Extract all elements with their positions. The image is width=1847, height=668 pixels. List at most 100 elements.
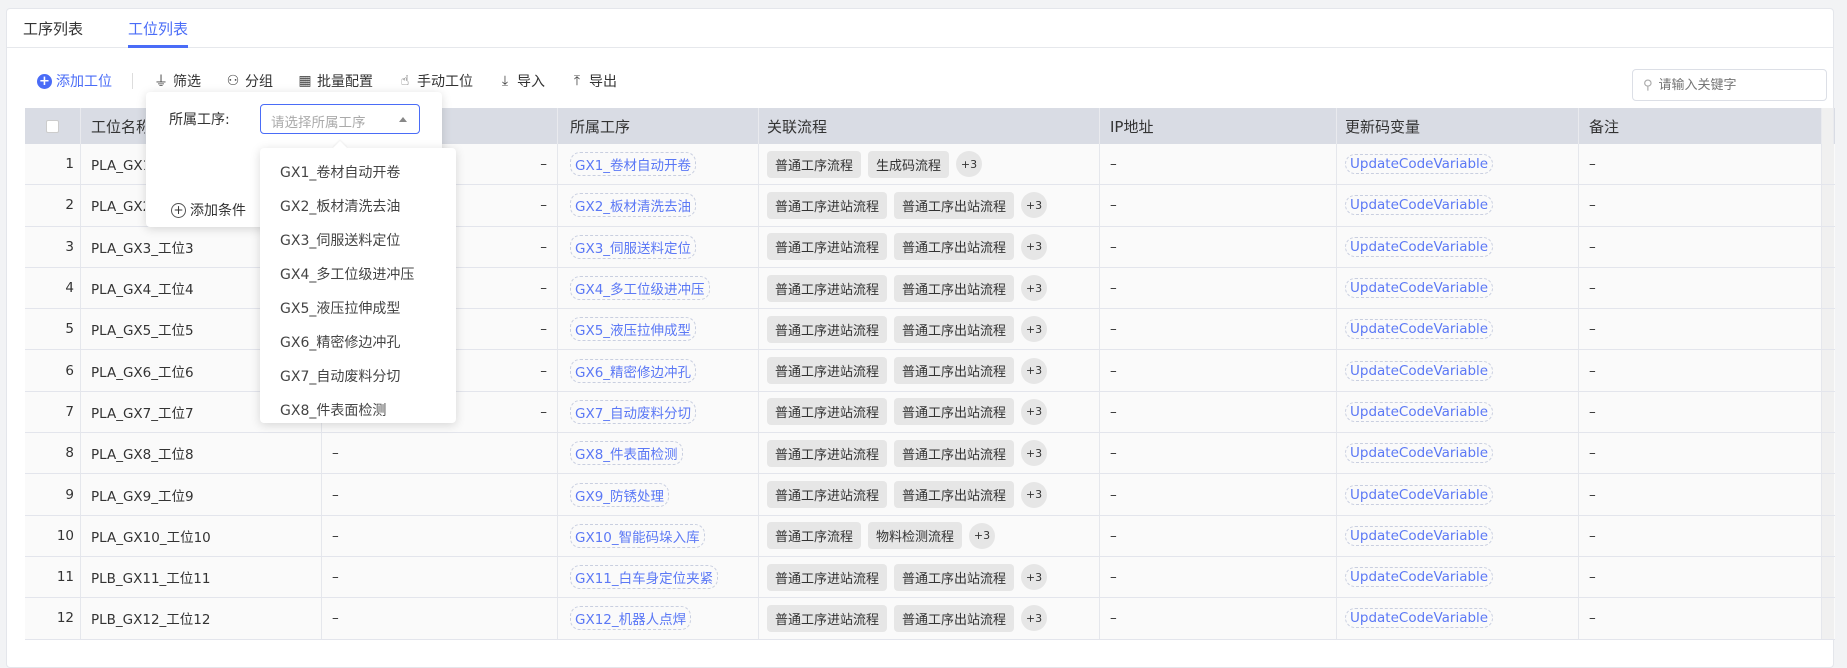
- update-code-variable-link[interactable]: UpdateCodeVariable: [1345, 236, 1494, 257]
- update-code-variable-link[interactable]: UpdateCodeVariable: [1345, 525, 1494, 546]
- batch-config-button[interactable]: ▦ 批量配置: [297, 71, 373, 91]
- col2-value: –: [322, 391, 558, 433]
- process-link[interactable]: GX2_板材清洗去油: [570, 193, 697, 218]
- col-header-name: 工位名称: [91, 117, 145, 136]
- col2-value: –: [322, 598, 558, 639]
- note: –: [1579, 350, 1822, 391]
- update-code-variable-link[interactable]: UpdateCodeVariable: [1345, 154, 1494, 175]
- process-option[interactable]: GX5_液压拉伸成型: [280, 301, 401, 317]
- select-all-checkbox[interactable]: [46, 119, 59, 133]
- more-flows-badge[interactable]: +3: [1021, 398, 1048, 425]
- col2-value: –: [322, 474, 558, 515]
- table-row[interactable]: 11 PLB_GX11_工位11 – GX11_白车身定位夹紧 普通工序进站流程…: [25, 556, 1835, 599]
- add-station-button[interactable]: + 添加工位: [37, 71, 112, 91]
- flow-tag: 普通工序出站流程: [894, 357, 1015, 385]
- more-flows-badge[interactable]: +3: [1021, 440, 1048, 467]
- process-link[interactable]: GX12_机器人点焊: [570, 606, 692, 631]
- more-flows-badge[interactable]: +3: [1021, 192, 1048, 219]
- row-number: 3: [25, 226, 81, 267]
- process-option[interactable]: GX2_板材清洗去油: [280, 199, 401, 215]
- table-row[interactable]: 12 PLB_GX12_工位12 – GX12_机器人点焊 普通工序进站流程 普通…: [25, 598, 1835, 640]
- tab-process-list[interactable]: 工序列表: [23, 20, 84, 38]
- flows-cell: 普通工序进站流程 普通工序出站流程 +3: [759, 556, 1100, 598]
- update-code-variable-link[interactable]: UpdateCodeVariable: [1345, 443, 1494, 464]
- process-option[interactable]: GX8_件表面检测: [280, 403, 387, 419]
- search-box[interactable]: ⚲: [1632, 69, 1827, 101]
- import-button[interactable]: ⤓ 导入: [497, 71, 545, 91]
- more-flows-badge[interactable]: +3: [1021, 481, 1048, 508]
- more-flows-badge[interactable]: +3: [956, 151, 983, 178]
- note: –: [1579, 474, 1822, 515]
- import-label: 导入: [517, 74, 545, 90]
- export-button[interactable]: ⤒ 导出: [569, 71, 617, 91]
- group-button[interactable]: ⚇ 分组: [225, 71, 273, 91]
- note: –: [1579, 144, 1822, 185]
- flow-tag: 普通工序出站流程: [894, 604, 1015, 632]
- update-code-variable-link[interactable]: UpdateCodeVariable: [1345, 484, 1494, 505]
- more-flows-badge[interactable]: +3: [1021, 605, 1048, 632]
- process-link[interactable]: GX7_自动废料分切: [570, 399, 697, 424]
- col2-value: –: [322, 267, 558, 309]
- process-option[interactable]: GX6_精密修边冲孔: [280, 335, 401, 351]
- flow-tag: 普通工序进站流程: [767, 481, 888, 509]
- station-name: PLA_GX9_工位9: [91, 488, 194, 505]
- table-row[interactable]: 10 PLA_GX10_工位10 – GX10_智能码垛入库 普通工序流程 物料检…: [25, 515, 1835, 557]
- flows-cell: 普通工序进站流程 普通工序出站流程 +3: [759, 226, 1100, 267]
- filter-icon: ⏚: [154, 74, 168, 90]
- ip-address: –: [1100, 267, 1337, 309]
- process-link[interactable]: GX9_防锈处理: [570, 482, 670, 507]
- ip-address: –: [1100, 144, 1337, 185]
- ip-address: –: [1100, 515, 1337, 556]
- tab-station-list[interactable]: 工位列表: [128, 20, 189, 48]
- note: –: [1579, 309, 1822, 350]
- station-name-cell: PLA_GX8_工位8: [81, 433, 322, 474]
- more-flows-badge[interactable]: +3: [1021, 564, 1048, 591]
- note: –: [1579, 267, 1822, 309]
- update-code-variable-link[interactable]: UpdateCodeVariable: [1345, 360, 1494, 381]
- process-link[interactable]: GX10_智能码垛入库: [570, 523, 705, 548]
- update-code-variable-link[interactable]: UpdateCodeVariable: [1345, 319, 1494, 340]
- station-name-cell: PLA_GX9_工位9: [81, 474, 322, 515]
- update-code-variable-link[interactable]: UpdateCodeVariable: [1345, 567, 1494, 588]
- grid-icon: ▦: [298, 73, 312, 89]
- process-link[interactable]: GX3_伺服送料定位: [570, 234, 697, 259]
- process-option[interactable]: GX7_自动废料分切: [280, 369, 401, 385]
- col-header-note: 备注: [1579, 108, 1822, 144]
- search-input[interactable]: [1658, 77, 1809, 93]
- ip-address: –: [1100, 556, 1337, 598]
- manual-station-button[interactable]: ☝ 手动工位: [397, 71, 473, 91]
- process-link[interactable]: GX1_卷材自动开卷: [570, 152, 697, 177]
- flow-tag: 普通工序进站流程: [767, 274, 888, 302]
- more-flows-badge[interactable]: +3: [1021, 233, 1048, 260]
- process-select[interactable]: 请选择所属工序: [260, 104, 420, 134]
- table-row[interactable]: 8 PLA_GX8_工位8 – GX8_件表面检测 普通工序进站流程 普通工序出站…: [25, 433, 1835, 475]
- more-flows-badge[interactable]: +3: [1021, 275, 1048, 302]
- more-flows-badge[interactable]: +3: [1021, 316, 1048, 343]
- process-link[interactable]: GX4_多工位级进冲压: [570, 276, 710, 301]
- col2-value: –: [322, 433, 558, 474]
- flows-cell: 普通工序进站流程 普通工序出站流程 +3: [759, 598, 1100, 639]
- update-code-variable-link[interactable]: UpdateCodeVariable: [1345, 278, 1494, 299]
- process-option[interactable]: GX1_卷材自动开卷: [280, 165, 401, 181]
- more-flows-badge[interactable]: +3: [969, 522, 996, 549]
- process-link[interactable]: GX5_液压拉伸成型: [570, 317, 697, 342]
- process-dropdown: GX1_卷材自动开卷 GX2_板材清洗去油 GX3_伺服送料定位 GX4_多工位级进冲…: [260, 148, 456, 423]
- update-code-variable-link[interactable]: UpdateCodeVariable: [1345, 401, 1494, 422]
- add-condition-button[interactable]: + 添加条件: [171, 200, 246, 220]
- process-link[interactable]: GX6_精密修边冲孔: [570, 358, 697, 383]
- process-link[interactable]: GX11_白车身定位夹紧: [570, 565, 719, 590]
- flow-tag: 普通工序进站流程: [767, 563, 888, 591]
- process-option[interactable]: GX4_多工位级进冲压: [280, 267, 415, 283]
- process-option[interactable]: GX3_伺服送料定位: [280, 233, 401, 249]
- scrollbar-gutter: [1822, 185, 1834, 226]
- scrollbar-gutter: [1822, 350, 1834, 391]
- table-row[interactable]: 9 PLA_GX9_工位9 – GX9_防锈处理 普通工序进站流程 普通工序出站流…: [25, 474, 1835, 516]
- filter-button[interactable]: ⏚ 筛选: [153, 71, 201, 91]
- more-flows-badge[interactable]: +3: [1021, 357, 1048, 384]
- scrollbar-gutter: [1822, 267, 1834, 309]
- process-link[interactable]: GX8_件表面检测: [570, 441, 683, 466]
- update-code-variable-link[interactable]: UpdateCodeVariable: [1345, 608, 1494, 629]
- batch-config-label: 批量配置: [317, 74, 373, 90]
- update-code-variable-link[interactable]: UpdateCodeVariable: [1345, 195, 1494, 216]
- scrollbar-gutter: [1822, 556, 1834, 598]
